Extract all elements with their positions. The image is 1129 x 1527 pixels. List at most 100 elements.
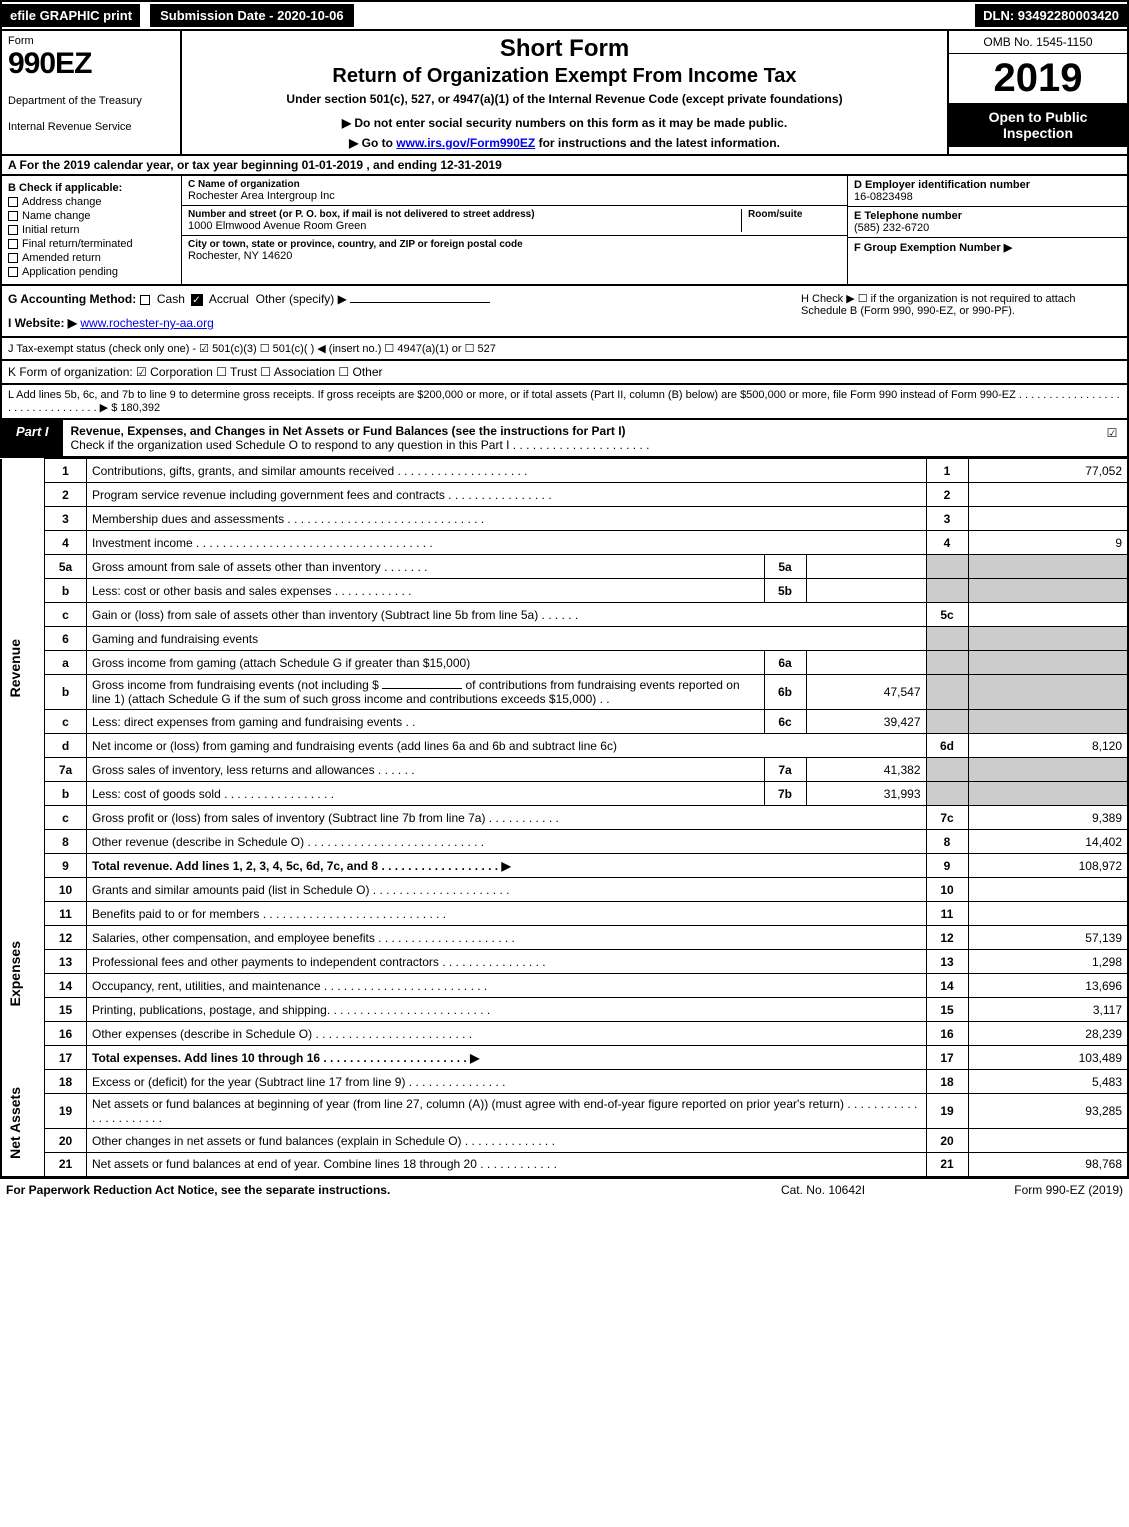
- form-header: Form 990EZ Department of the Treasury In…: [0, 31, 1129, 156]
- section-b-checkboxes: B Check if applicable: Address change Na…: [2, 176, 182, 284]
- desc-15: Printing, publications, postage, and shi…: [87, 998, 927, 1022]
- val-7c: 9,389: [968, 806, 1128, 830]
- top-bar: efile GRAPHIC print Submission Date - 20…: [0, 0, 1129, 31]
- info-grid: B Check if applicable: Address change Na…: [0, 176, 1129, 286]
- title-return: Return of Organization Exempt From Incom…: [190, 65, 939, 88]
- chk-name-change[interactable]: Name change: [8, 210, 175, 222]
- val-8: 14,402: [968, 830, 1128, 854]
- val-17: 103,489: [968, 1046, 1128, 1070]
- desc-6d: Net income or (loss) from gaming and fun…: [87, 734, 927, 758]
- submission-date-button[interactable]: Submission Date - 2020-10-06: [148, 2, 356, 29]
- header-left: Form 990EZ Department of the Treasury In…: [2, 31, 182, 154]
- ein-label: D Employer identification number: [854, 179, 1121, 191]
- subval-5a: [806, 555, 926, 579]
- subval-6a: [806, 651, 926, 675]
- subval-7a: 41,382: [806, 758, 926, 782]
- desc-3: Membership dues and assessments . . . . …: [87, 507, 927, 531]
- chk-initial-return[interactable]: Initial return: [8, 224, 175, 236]
- val-12: 57,139: [968, 926, 1128, 950]
- val-13: 1,298: [968, 950, 1128, 974]
- gross-receipts-amount: 180,392: [120, 402, 160, 414]
- desc-7b: Less: cost of goods sold . . . . . . . .…: [87, 782, 765, 806]
- desc-6c: Less: direct expenses from gaming and fu…: [87, 710, 765, 734]
- city-label: City or town, state or province, country…: [188, 239, 841, 250]
- desc-5c: Gain or (loss) from sale of assets other…: [87, 603, 927, 627]
- net-assets-side-label: Net Assets: [7, 1087, 23, 1159]
- val-16: 28,239: [968, 1022, 1128, 1046]
- tel-label: E Telephone number: [854, 210, 1121, 222]
- desc-20: Other changes in net assets or fund bala…: [87, 1129, 927, 1153]
- website-link[interactable]: www.rochester-ny-aa.org: [80, 316, 213, 330]
- instructions-note: ▶ Go to www.irs.gov/Form990EZ for instru…: [190, 136, 939, 150]
- desc-21: Net assets or fund balances at end of ye…: [87, 1153, 927, 1177]
- irs-link[interactable]: www.irs.gov/Form990EZ: [396, 136, 535, 150]
- form-number: 990EZ: [8, 47, 174, 81]
- val-10: [968, 878, 1128, 902]
- row-j-tax-exempt: J Tax-exempt status (check only one) - ☑…: [0, 338, 1129, 361]
- desc-1: Contributions, gifts, grants, and simila…: [87, 459, 927, 483]
- dept-irs: Internal Revenue Service: [8, 121, 174, 133]
- desc-13: Professional fees and other payments to …: [87, 950, 927, 974]
- desc-5b: Less: cost or other basis and sales expe…: [87, 579, 765, 603]
- val-19: 93,285: [968, 1094, 1128, 1129]
- desc-19: Net assets or fund balances at beginning…: [87, 1094, 927, 1129]
- subval-6c: 39,427: [806, 710, 926, 734]
- part-1-checkbox[interactable]: ☑: [1097, 420, 1127, 456]
- subval-7b: 31,993: [806, 782, 926, 806]
- val-5c: [968, 603, 1128, 627]
- section-c-org-info: C Name of organization Rochester Area In…: [182, 176, 847, 284]
- desc-16: Other expenses (describe in Schedule O) …: [87, 1022, 927, 1046]
- title-short-form: Short Form: [190, 35, 939, 63]
- dept-treasury: Department of the Treasury: [8, 95, 174, 107]
- chk-final-return[interactable]: Final return/terminated: [8, 238, 175, 250]
- desc-6a: Gross income from gaming (attach Schedul…: [87, 651, 765, 675]
- org-name-label: C Name of organization: [188, 179, 841, 190]
- desc-5a: Gross amount from sale of assets other t…: [87, 555, 765, 579]
- revenue-side-label: Revenue: [7, 639, 23, 697]
- chk-cash[interactable]: [140, 295, 150, 305]
- val-14: 13,696: [968, 974, 1128, 998]
- tax-year: 2019: [949, 54, 1127, 103]
- form-label: Form: [8, 35, 174, 47]
- omb-number: OMB No. 1545-1150: [949, 31, 1127, 54]
- form-ref: Form 990-EZ (2019): [923, 1183, 1123, 1197]
- row-g-h: G Accounting Method: Cash Accrual Other …: [0, 286, 1129, 338]
- desc-18: Excess or (deficit) for the year (Subtra…: [87, 1070, 927, 1094]
- part-1-title: Revenue, Expenses, and Changes in Net As…: [63, 420, 1097, 456]
- desc-11: Benefits paid to or for members . . . . …: [87, 902, 927, 926]
- chk-accrual[interactable]: [191, 294, 203, 306]
- val-11: [968, 902, 1128, 926]
- section-a-tax-year: A For the 2019 calendar year, or tax yea…: [0, 156, 1129, 176]
- header-right: OMB No. 1545-1150 2019 Open to Public In…: [947, 31, 1127, 154]
- ssn-warning: ▶ Do not enter social security numbers o…: [190, 116, 939, 130]
- ein-value: 16-0823498: [854, 191, 1121, 203]
- desc-14: Occupancy, rent, utilities, and maintena…: [87, 974, 927, 998]
- row-l-gross-receipts: L Add lines 5b, 6c, and 7b to line 9 to …: [0, 385, 1129, 420]
- lines-table: Revenue 1Contributions, gifts, grants, a…: [0, 458, 1129, 1178]
- efile-button[interactable]: efile GRAPHIC print: [2, 4, 140, 27]
- val-21: 98,768: [968, 1153, 1128, 1177]
- subtitle: Under section 501(c), 527, or 4947(a)(1)…: [190, 92, 939, 106]
- subval-6b: 47,547: [806, 675, 926, 710]
- part-1-header: Part I Revenue, Expenses, and Changes in…: [0, 420, 1129, 458]
- note2-post: for instructions and the latest informat…: [535, 136, 780, 150]
- paperwork-notice: For Paperwork Reduction Act Notice, see …: [6, 1183, 723, 1197]
- cat-number: Cat. No. 10642I: [723, 1183, 923, 1197]
- val-9: 108,972: [968, 854, 1128, 878]
- val-4: 9: [968, 531, 1128, 555]
- org-address: 1000 Elmwood Avenue Room Green: [188, 220, 741, 232]
- val-15: 3,117: [968, 998, 1128, 1022]
- desc-12: Salaries, other compensation, and employ…: [87, 926, 927, 950]
- val-20: [968, 1129, 1128, 1153]
- desc-8: Other revenue (describe in Schedule O) .…: [87, 830, 927, 854]
- expenses-side-label: Expenses: [7, 941, 23, 1006]
- val-6d: 8,120: [968, 734, 1128, 758]
- chk-address-change[interactable]: Address change: [8, 196, 175, 208]
- chk-application-pending[interactable]: Application pending: [8, 266, 175, 278]
- open-inspection: Open to Public Inspection: [949, 103, 1127, 147]
- part-1-tab: Part I: [2, 420, 63, 456]
- chk-amended-return[interactable]: Amended return: [8, 252, 175, 264]
- desc-6b: Gross income from fundraising events (no…: [87, 675, 765, 710]
- org-city: Rochester, NY 14620: [188, 250, 841, 262]
- desc-10: Grants and similar amounts paid (list in…: [87, 878, 927, 902]
